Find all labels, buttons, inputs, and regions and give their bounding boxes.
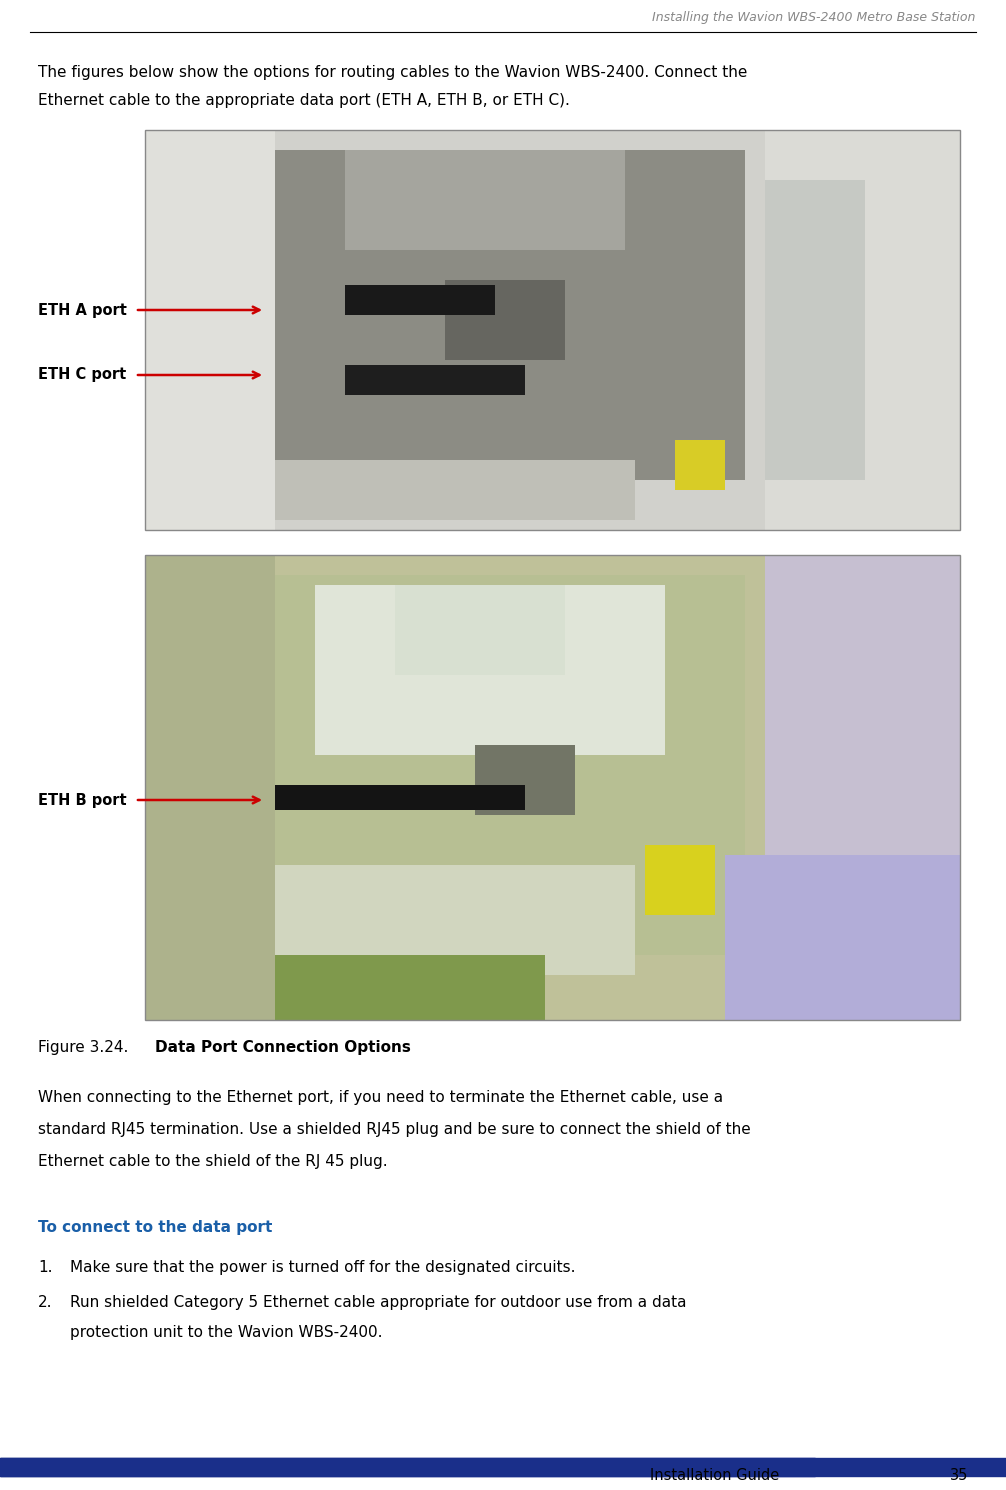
Text: Installation Guide: Installation Guide [650,1468,780,1483]
Text: protection unit to the Wavion WBS-2400.: protection unit to the Wavion WBS-2400. [70,1325,382,1340]
Text: Ethernet cable to the appropriate data port (ETH A, ETH B, or ETH C).: Ethernet cable to the appropriate data p… [38,92,569,107]
Text: 1.: 1. [38,1261,52,1275]
Text: Make sure that the power is turned off for the designated circuits.: Make sure that the power is turned off f… [70,1261,575,1275]
Text: Installing the Wavion WBS-2400 Metro Base Station: Installing the Wavion WBS-2400 Metro Bas… [652,12,975,24]
Bar [145,130,960,530]
Text: To connect to the data port: To connect to the data port [38,1220,273,1235]
Text: The figures below show the options for routing cables to the Wavion WBS-2400. Co: The figures below show the options for r… [38,66,747,80]
Text: Ethernet cable to the shield of the RJ 45 plug.: Ethernet cable to the shield of the RJ 4… [38,1153,387,1170]
Text: 35: 35 [950,1468,969,1483]
Bar [0,1459,1006,1477]
Text: ETH B port: ETH B port [38,793,127,808]
Text: Data Port Connection Options: Data Port Connection Options [155,1040,410,1055]
Text: When connecting to the Ethernet port, if you need to terminate the Ethernet cabl: When connecting to the Ethernet port, if… [38,1091,723,1106]
Text: Figure 3.24.: Figure 3.24. [38,1040,143,1055]
Text: Run shielded Category 5 Ethernet cable appropriate for outdoor use from a data: Run shielded Category 5 Ethernet cable a… [70,1295,686,1310]
Text: standard RJ45 termination. Use a shielded RJ45 plug and be sure to connect the s: standard RJ45 termination. Use a shielde… [38,1122,750,1137]
Text: 2.: 2. [38,1295,52,1310]
Text: ETH C port: ETH C port [38,368,126,383]
Bar [145,554,960,1021]
Text: ETH A port: ETH A port [38,302,127,317]
